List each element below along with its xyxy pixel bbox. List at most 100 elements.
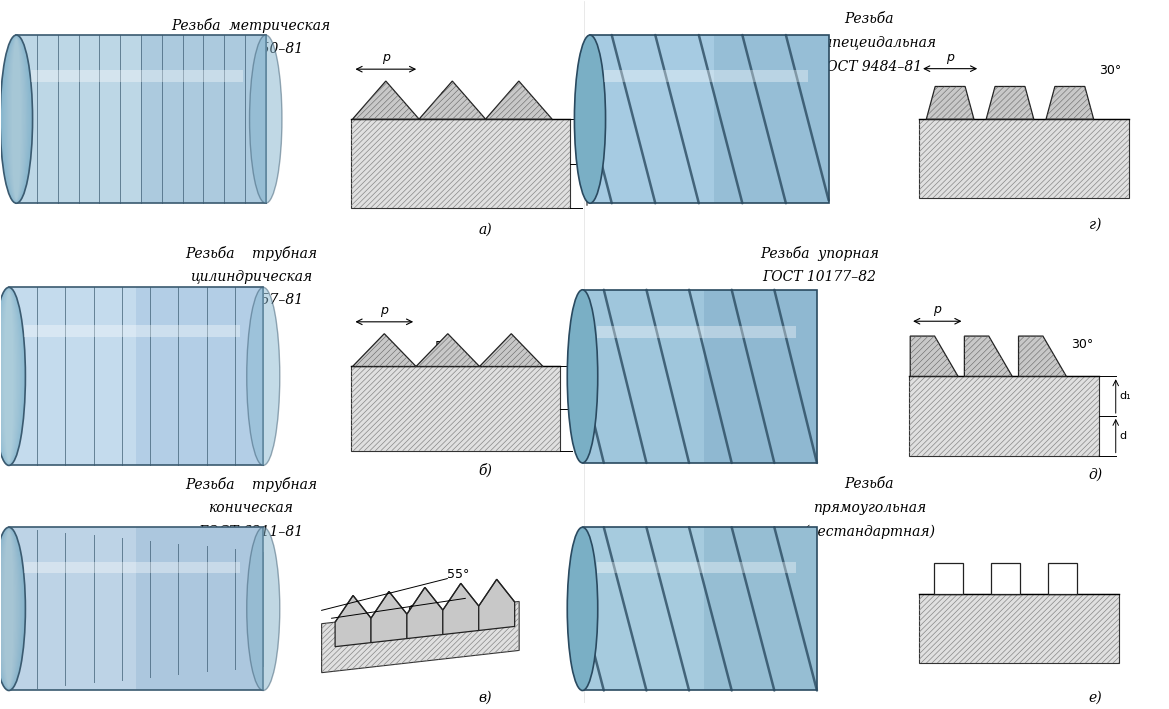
Bar [249, 35, 257, 203]
Text: Резьба: Резьба [844, 12, 894, 26]
Text: ГОСТ 6211–81: ГОСТ 6211–81 [199, 525, 304, 539]
Bar [18, 527, 26, 691]
Bar [221, 287, 229, 465]
Bar [629, 290, 638, 463]
Bar [753, 35, 762, 203]
Text: (нестандартная): (нестандартная) [803, 525, 935, 539]
Text: трапецеидальная: трапецеидальная [802, 36, 936, 50]
Polygon shape [321, 601, 519, 673]
Bar [102, 287, 111, 465]
Bar [199, 35, 208, 203]
Text: 55°: 55° [435, 340, 457, 353]
Bar [170, 527, 179, 691]
Bar [657, 290, 666, 463]
Bar [174, 35, 182, 203]
Bar [934, 563, 963, 594]
Text: 30°: 30° [1099, 64, 1121, 77]
Bar [714, 35, 724, 203]
Bar [762, 35, 772, 203]
Bar [596, 562, 796, 573]
Ellipse shape [574, 35, 606, 203]
Bar [752, 290, 761, 463]
Bar [91, 35, 99, 203]
Text: ГОСТ 9150–81: ГОСТ 9150–81 [199, 42, 304, 56]
Bar [677, 290, 686, 463]
Bar [16, 35, 265, 203]
Bar [111, 527, 119, 691]
Bar [9, 287, 263, 465]
Bar [618, 35, 628, 203]
Polygon shape [919, 119, 1129, 199]
Bar [127, 527, 136, 691]
Bar [590, 35, 600, 203]
Bar [191, 35, 199, 203]
Bar [216, 35, 224, 203]
Bar [696, 290, 705, 463]
Bar [648, 35, 657, 203]
Text: 55°: 55° [448, 569, 470, 581]
Bar [686, 527, 696, 691]
Bar [75, 35, 83, 203]
Bar [195, 527, 203, 691]
Text: 30°: 30° [1071, 337, 1093, 351]
Bar [116, 35, 124, 203]
Bar [582, 527, 592, 691]
Bar [85, 287, 94, 465]
Text: d: d [1120, 431, 1127, 441]
Bar [141, 35, 150, 203]
Bar [638, 527, 648, 691]
Bar [770, 527, 780, 691]
Ellipse shape [249, 35, 282, 203]
Bar [187, 287, 195, 465]
Bar [610, 290, 620, 463]
Bar [808, 290, 817, 463]
Bar [705, 35, 714, 203]
Polygon shape [987, 86, 1033, 119]
Bar [187, 527, 195, 691]
Bar [161, 287, 170, 465]
Bar [224, 35, 233, 203]
Text: ГОСТ 9484–81: ГОСТ 9484–81 [817, 60, 922, 74]
Bar [16, 35, 265, 203]
Bar [77, 287, 85, 465]
Text: коническая: коническая [208, 501, 293, 515]
Bar [596, 326, 796, 338]
Bar [67, 35, 75, 203]
Text: Резьба  метрическая: Резьба метрическая [171, 18, 331, 33]
Bar [247, 527, 255, 691]
Bar [657, 35, 666, 203]
Bar [94, 287, 102, 465]
Text: 60°: 60° [440, 90, 462, 103]
Polygon shape [926, 86, 974, 119]
Bar [9, 287, 263, 465]
Bar [124, 35, 133, 203]
Polygon shape [407, 587, 443, 639]
Bar [592, 527, 601, 691]
Text: Резьба    трубная: Резьба трубная [185, 477, 317, 492]
Bar [666, 527, 677, 691]
Ellipse shape [247, 287, 279, 465]
Bar [255, 527, 263, 691]
Bar [49, 35, 58, 203]
Bar [85, 527, 94, 691]
Bar [51, 287, 60, 465]
Text: Резьба    трубная: Резьба трубная [185, 246, 317, 261]
Text: d: d [581, 425, 588, 435]
Bar [733, 290, 742, 463]
Bar [657, 527, 666, 691]
Polygon shape [416, 334, 479, 367]
Polygon shape [964, 336, 1012, 376]
Bar [16, 35, 25, 203]
Bar [609, 35, 618, 203]
Bar [203, 287, 213, 465]
Bar [782, 35, 791, 203]
Bar [25, 35, 33, 203]
Ellipse shape [567, 290, 597, 463]
Bar [582, 527, 817, 691]
Bar [590, 35, 830, 203]
Bar [41, 35, 49, 203]
Bar [33, 35, 41, 203]
Polygon shape [419, 81, 485, 119]
Text: г): г) [1088, 218, 1101, 232]
Bar [780, 527, 789, 691]
